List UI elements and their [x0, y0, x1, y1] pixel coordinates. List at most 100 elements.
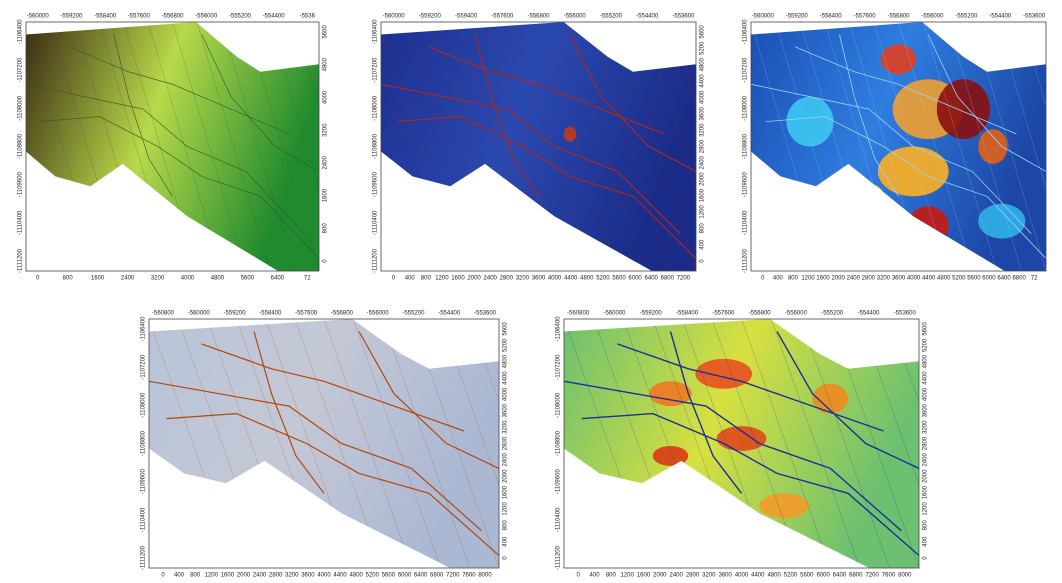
x-tick-label: 4800	[767, 573, 781, 579]
x-tick-label: 5200	[596, 276, 610, 282]
x-tick-label: 6800	[1012, 276, 1026, 282]
x-tick-label: -555200	[955, 14, 978, 20]
y-tick-label: -1106400	[141, 316, 147, 342]
y-tick-label: 3600	[923, 403, 929, 417]
x-tick-label: -559200	[419, 14, 442, 20]
y-tick-label: 1200	[700, 205, 706, 219]
x-tick-label: 8000	[898, 573, 912, 579]
y-tick-label: 2000	[503, 469, 509, 483]
x-tick-label: -554400	[857, 311, 880, 317]
y-tick-label: 2000	[923, 469, 929, 483]
x-tick-label: 6400	[997, 276, 1011, 282]
x-tick-label: 7200	[446, 573, 460, 579]
x-tick-label: 6800	[661, 276, 675, 282]
y-tick-label: 5200	[700, 41, 706, 55]
x-tick-label: -560000	[603, 311, 626, 317]
x-tick-label: -559200	[60, 14, 83, 20]
x-tick-label: 3200	[516, 276, 530, 282]
y-tick-label: -1108800	[18, 133, 24, 159]
x-tick-label: 4000	[548, 276, 562, 282]
x-tick-label: 400	[405, 276, 416, 282]
x-tick-label: 2000	[832, 276, 846, 282]
y-tick-label: -1111200	[743, 248, 749, 273]
raster-blob	[564, 127, 577, 142]
y-tick-label: 2800	[700, 139, 706, 153]
x-tick-label: 1600	[816, 276, 830, 282]
x-tick-label: 6800	[430, 573, 444, 579]
x-tick-label: 6400	[414, 573, 428, 579]
x-tick-label: 2400	[253, 573, 267, 579]
y-tick-label: 3600	[700, 106, 706, 120]
raster-blob	[907, 206, 948, 246]
x-tick-label: 2000	[467, 276, 481, 282]
y-tick-label: 2800	[923, 436, 929, 450]
x-tick-label: 3200	[877, 276, 891, 282]
y-tick-label: -1111200	[18, 248, 24, 273]
raster-blob	[978, 204, 1025, 239]
x-tick-label: -554400	[263, 14, 286, 20]
x-tick-label: 3600	[892, 276, 906, 282]
x-tick-label: 2000	[653, 573, 667, 579]
y-tick-label: 2800	[503, 436, 509, 450]
y-tick-label: 3200	[700, 123, 706, 137]
y-tick-label: -1108800	[373, 133, 379, 159]
x-tick-label: -560800	[152, 311, 175, 317]
x-tick-label: 4800	[580, 276, 594, 282]
y-tick-label: 5600	[503, 322, 509, 336]
x-tick-label: -556000	[564, 14, 587, 20]
x-tick-label: 0	[577, 573, 581, 579]
raster-blob	[695, 359, 752, 389]
raster-blob	[759, 493, 809, 518]
x-tick-label: 6800	[849, 573, 863, 579]
x-tick-label: 7600	[882, 573, 896, 579]
y-tick-label: -1111200	[373, 248, 379, 273]
y-tick-label: -1110400	[141, 507, 147, 532]
x-tick-label: 1600	[451, 276, 465, 282]
x-tick-label: 1600	[637, 573, 651, 579]
y-tick-label: 4000	[923, 387, 929, 401]
x-tick-label: 5600	[967, 276, 981, 282]
x-tick-label: -560000	[27, 14, 50, 20]
raster-blob	[937, 79, 990, 139]
x-tick-label: -554400	[636, 14, 659, 20]
y-tick-label: -1109600	[18, 172, 24, 198]
y-tick-label: 4800	[323, 57, 329, 71]
raster	[381, 22, 712, 271]
x-tick-label: -557600	[128, 14, 151, 20]
y-tick-label: 3200	[323, 123, 329, 137]
y-tick-label: 4000	[323, 90, 329, 104]
y-tick-label: 5200	[923, 338, 929, 352]
x-tick-label: 5600	[241, 276, 255, 282]
y-tick-label: -1107200	[743, 57, 749, 83]
x-tick-label: 2400	[484, 276, 498, 282]
x-tick-label: 400	[773, 276, 784, 282]
x-tick-label: 800	[190, 573, 201, 579]
raster-blob	[978, 129, 1008, 164]
y-tick-label: 5200	[503, 338, 509, 352]
x-tick-label: 3600	[718, 573, 732, 579]
x-tick-label: 1600	[91, 276, 105, 282]
x-tick-label: 5200	[366, 573, 380, 579]
y-tick-label: -1106400	[373, 19, 379, 45]
x-tick-label: -556800	[749, 311, 772, 317]
x-tick-label: -560800	[567, 311, 590, 317]
x-tick-label: 2800	[862, 276, 876, 282]
y-tick-label: 0	[503, 556, 509, 560]
x-tick-label: -555200	[821, 311, 844, 317]
y-tick-label: 2400	[323, 156, 329, 170]
raster-blob	[854, 184, 884, 209]
x-tick-label: 2400	[121, 276, 135, 282]
y-tick-label: 1200	[503, 502, 509, 516]
x-tick-label: 5200	[784, 573, 798, 579]
x-tick-label: 4000	[181, 276, 195, 282]
y-tick-label: 5600	[700, 25, 706, 39]
x-tick-label: 7600	[462, 573, 476, 579]
y-tick-label: 3200	[923, 420, 929, 434]
x-tick-label: 1200	[621, 573, 635, 579]
y-tick-label: -1108000	[18, 95, 24, 121]
x-tick-label: 4800	[350, 573, 364, 579]
y-tick-label: 1600	[323, 188, 329, 202]
x-tick-label: 1600	[221, 573, 235, 579]
raster-blob	[653, 446, 689, 466]
y-tick-label: -1108800	[141, 430, 147, 456]
